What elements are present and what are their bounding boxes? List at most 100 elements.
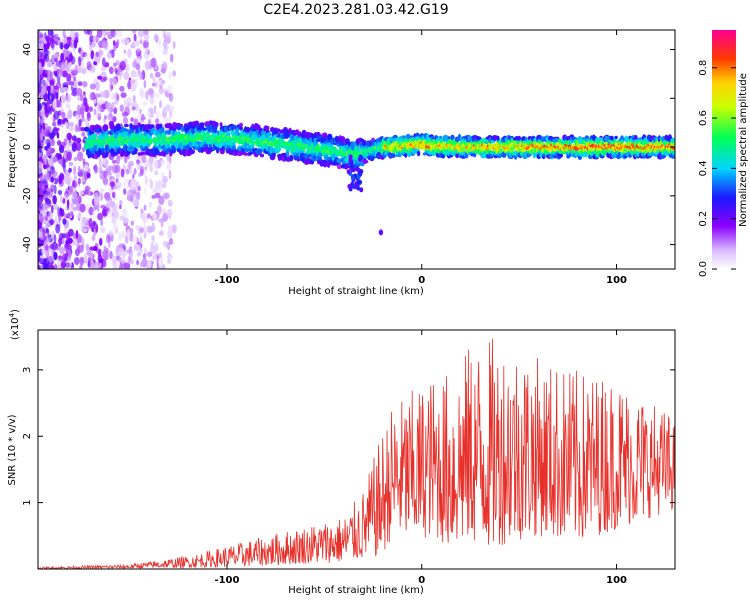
heatmap-noise-cell (86, 250, 92, 256)
heatmap-core-cell (195, 137, 200, 141)
spectrogram-frame (37, 29, 676, 270)
heatmap-noise-cell (123, 262, 131, 269)
heatmap-noise-cell (96, 108, 102, 118)
heatmap-noise-cell (46, 142, 51, 149)
heatmap-noise-cell (79, 107, 85, 115)
heatmap-noise-cell (54, 57, 58, 63)
heatmap-noise-cell (52, 99, 57, 110)
heatmap-noise-cell (51, 95, 54, 101)
heatmap-noise-cell (39, 258, 45, 265)
heatmap-noise-cell (127, 48, 132, 58)
heatmap-noise-cell (45, 249, 50, 259)
colorbar-ticks: 0.00.20.40.60.8 (698, 60, 736, 277)
heatmap-noise-cell (68, 161, 74, 166)
heatmap-noise-cell (38, 141, 41, 149)
heatmap-noise-cell (45, 190, 51, 196)
heatmap-noise-cell (76, 88, 83, 96)
heatmap-band-cell (171, 145, 176, 152)
heatmap-noise-cell (38, 124, 41, 130)
heatmap-noise-cell (76, 137, 82, 143)
heatmap-noise-cell (168, 169, 172, 180)
heatmap-noise-cell (42, 202, 47, 212)
heatmap-noise-cell (167, 229, 173, 239)
heatmap-band-cell (276, 147, 281, 153)
heatmap-noise-cell (52, 156, 58, 163)
heatmap-noise-cell (149, 72, 154, 79)
heatmap-noise-cell (146, 225, 153, 233)
heatmap-noise-cell (136, 57, 141, 65)
heatmap-noise-cell (133, 168, 137, 175)
heatmap-band-cell (235, 127, 240, 134)
heatmap-noise-cell (74, 124, 79, 133)
heatmap-band-cell (540, 136, 545, 143)
snr-ylabel: SNR (10 * v/v) (7, 414, 18, 485)
heatmap-noise-cell (39, 195, 44, 203)
heatmap-band-cell (257, 148, 263, 155)
heatmap-noise-cell (45, 222, 52, 228)
heatmap-noise-cell (102, 177, 109, 185)
heatmap-band-cell (405, 133, 411, 140)
heatmap-noise-cell (61, 233, 67, 239)
heatmap-noise-cell (139, 72, 143, 80)
heatmap-noise-cell (51, 54, 56, 64)
heatmap-noise-cell (129, 179, 136, 190)
heatmap-noise-cell (62, 218, 67, 225)
heatmap-band-cell (376, 152, 381, 156)
heatmap-noise-cell (89, 92, 95, 101)
heatmap-noise-cell (150, 179, 153, 190)
heatmap-noise-cell (143, 80, 147, 89)
heatmap-noise-cell (71, 191, 78, 199)
heatmap-noise-cell (149, 163, 153, 173)
colorbar-label: Normalized spectral amplitude (738, 73, 749, 227)
heatmap-noise-cell (142, 225, 148, 234)
heatmap-noise-cell (166, 163, 172, 171)
heatmap-noise-cell (79, 264, 83, 269)
heatmap-noise-cell (98, 258, 103, 264)
heatmap-noise-cell (163, 39, 167, 50)
heatmap-noise-cell (99, 165, 102, 175)
heatmap-band-cell (241, 147, 245, 153)
heatmap-noise-cell (81, 131, 86, 137)
heatmap-noise-cell (72, 180, 77, 189)
heatmap-band-cell (259, 153, 265, 158)
heatmap-noise-cell (77, 195, 82, 204)
heatmap-noise-cell (47, 149, 50, 156)
heatmap-noise-cell (162, 175, 168, 184)
heatmap-noise-cell (77, 125, 82, 132)
heatmap-noise-cell (151, 194, 157, 199)
heatmap-noise-cell (152, 187, 157, 194)
heatmap-noise-cell (83, 30, 90, 35)
heatmap-noise-cell (114, 99, 119, 105)
heatmap-noise-cell (118, 264, 124, 269)
heatmap-noise-cell (38, 42, 41, 48)
heatmap-noise-cell (102, 30, 107, 37)
heatmap-noise-cell (169, 237, 173, 245)
heatmap-noise-cell (158, 230, 164, 236)
heatmap-noise-cell (40, 132, 44, 141)
heatmap-noise-cell (68, 53, 73, 62)
heatmap-noise-cell (169, 105, 175, 113)
heatmap-noise-cell (103, 89, 110, 99)
heatmap-noise-cell (62, 198, 66, 204)
heatmap-noise-cell (39, 209, 46, 214)
heatmap-noise-cell (44, 80, 50, 85)
heatmap-noise-cell (98, 50, 102, 58)
heatmap-noise-cell (128, 163, 132, 170)
heatmap-noise-cell (85, 104, 90, 113)
heatmap-noise-cell (58, 212, 62, 222)
heatmap-noise-cell (154, 71, 161, 78)
heatmap-noise-cell (116, 154, 121, 165)
heatmap-noise-cell (69, 125, 74, 132)
heatmap-noise-cell (162, 240, 169, 247)
heatmap-noise-cell (45, 35, 51, 42)
heatmap-noise-cell (48, 132, 53, 139)
heatmap-noise-cell (71, 79, 78, 89)
heatmap-noise-cell (42, 155, 47, 165)
heatmap-band-cell (158, 123, 163, 129)
heatmap-noise-cell (154, 79, 159, 89)
heatmap-noise-cell (79, 203, 86, 213)
heatmap-band-cell (153, 149, 160, 156)
heatmap-band-cell (286, 150, 290, 158)
heatmap-noise-cell (82, 81, 88, 88)
heatmap-band-cell (191, 150, 196, 154)
